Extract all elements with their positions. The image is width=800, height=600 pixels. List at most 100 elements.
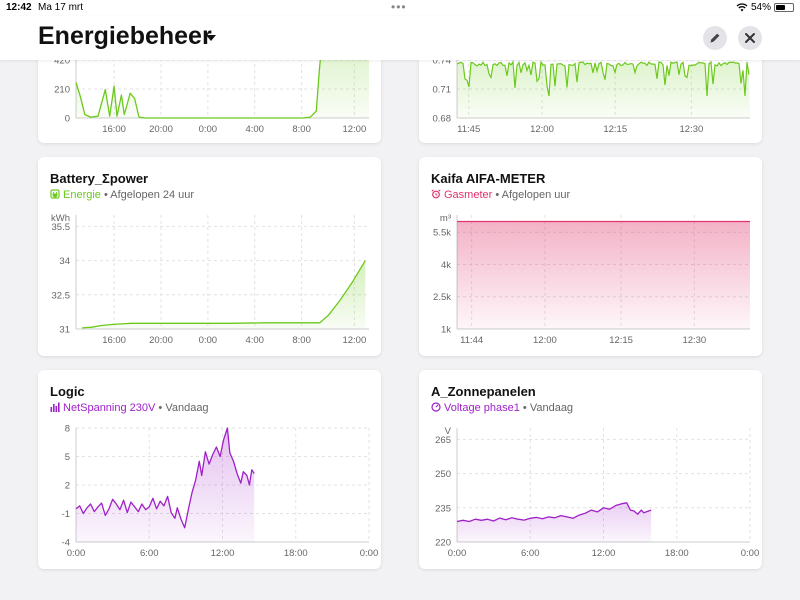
series-area (457, 502, 652, 542)
x-tick-label: 11:44 (460, 335, 483, 346)
x-tick-label: 12:30 (680, 124, 704, 135)
alarm-clock-icon (431, 189, 441, 199)
chart-kaifa: 5.5k 4k 2.5k 1k 11:44 12:00 12:15 12:30 m³ (433, 213, 750, 346)
battery-percentage: 54% (751, 2, 772, 13)
period-label: Afgelopen uur (501, 189, 571, 201)
sensor-name: Gasmeter (444, 189, 493, 201)
chart-top-right: 0.74 0.71 0.68 11:45 12:00 12:15 12:30 (433, 40, 750, 135)
y-tick-label: 1k (441, 325, 451, 336)
x-tick-label: 4:00 (245, 124, 263, 135)
x-tick-label: 18:00 (284, 548, 308, 559)
y-tick-label: 5 (65, 452, 70, 463)
x-tick-label: 0:00 (448, 548, 467, 559)
unit-label: V (445, 426, 452, 437)
x-tick-label: 16:00 (102, 124, 126, 135)
chart-card-kaifa[interactable]: Kaifa AIFA-METER Gasmeter • Afgelopen uu… (419, 157, 762, 356)
gauge-icon (431, 402, 441, 412)
x-tick-label: 6:00 (521, 548, 540, 559)
x-tick-label: 8:00 (292, 124, 311, 135)
y-tick-label: 4k (441, 260, 451, 271)
unit-label: kWh (51, 213, 70, 224)
series-area (82, 260, 366, 329)
x-tick-label: 12:00 (211, 548, 235, 559)
card-title: Logic (50, 384, 85, 399)
status-date: Ma 17 mrt (38, 2, 84, 13)
series-area (457, 62, 750, 118)
signal-bars-icon (50, 402, 60, 412)
y-tick-label: 31 (59, 325, 70, 336)
y-tick-label: 250 (435, 469, 451, 480)
y-tick-label: 420 (54, 56, 70, 67)
series-line (456, 502, 652, 523)
close-icon (745, 33, 755, 43)
x-tick-label: 0:00 (741, 548, 760, 559)
x-tick-label: 4:00 (245, 335, 263, 346)
x-tick-label: 8:00 (292, 335, 311, 346)
x-tick-label: 20:00 (149, 124, 173, 135)
card-title: Kaifa AIFA-METER (431, 171, 546, 186)
y-tick-label: 2 (65, 481, 70, 492)
x-tick-label: 11:45 (457, 124, 480, 135)
pencil-icon (710, 33, 720, 43)
unit-label: m³ (440, 213, 451, 224)
dashboard-header: Energiebeheer (0, 16, 800, 60)
y-tick-label: 34 (59, 256, 70, 267)
status-time: 12:42 (6, 2, 32, 13)
caret-down-icon[interactable] (206, 35, 216, 41)
x-tick-label: 12:30 (682, 335, 706, 346)
period-label: Afgelopen 24 uur (110, 189, 195, 201)
y-tick-label: 210 (54, 85, 70, 96)
x-tick-label: 12:00 (533, 335, 557, 346)
x-tick-label: 12:00 (592, 548, 616, 559)
y-tick-label: 0.71 (433, 85, 452, 96)
x-tick-label: 0:00 (67, 548, 86, 559)
card-subtitle: Energie • Afgelopen 24 uur (50, 189, 194, 201)
edit-button[interactable] (703, 26, 727, 50)
x-tick-label: 12:15 (603, 124, 627, 135)
x-tick-label: 20:00 (149, 335, 173, 346)
y-tick-label: 0 (65, 114, 70, 125)
x-tick-label: 18:00 (665, 548, 689, 559)
card-subtitle: Gasmeter • Afgelopen uur (431, 189, 570, 201)
y-tick-label: 5.5k (433, 228, 451, 239)
chart-card-logic[interactable]: Logic NetSpanning 230V • Vandaag 8 5 2 -1 -4… (38, 370, 381, 569)
battery-icon (774, 3, 794, 12)
plug-icon (50, 189, 60, 199)
x-tick-label: 0:00 (199, 335, 218, 346)
multitasking-dots[interactable]: ••• (391, 0, 407, 14)
y-tick-label: 2.5k (433, 292, 451, 303)
chart-card-battery[interactable]: Battery_Σpower Energie • Afgelopen 24 uu… (38, 157, 381, 356)
chart-logic: 852-1-40:00 6:00 12:00 18:00 0:00 (62, 424, 379, 560)
series-line (75, 40, 324, 119)
series-line (75, 427, 255, 529)
series-line (456, 60, 750, 97)
wifi-icon (736, 3, 748, 12)
period-label: Vandaag (529, 402, 574, 414)
series-line (82, 260, 366, 329)
card-subtitle: Voltage phase1 • Vandaag (431, 402, 573, 414)
x-tick-label: 12:00 (342, 124, 366, 135)
y-tick-label: 0.68 (433, 114, 452, 125)
y-tick-label: 8 (65, 424, 70, 435)
y-tick-label: -1 (62, 509, 70, 520)
y-tick-label: 0.74 (433, 56, 452, 67)
sensor-name: Voltage phase1 (444, 402, 520, 414)
x-tick-label: 0:00 (360, 548, 379, 559)
x-tick-label: 12:15 (609, 335, 633, 346)
card-title: A_Zonnepanelen (431, 384, 536, 399)
card-subtitle: NetSpanning 230V • Vandaag (50, 402, 209, 414)
close-button[interactable] (738, 26, 762, 50)
y-tick-label: 35.5 (52, 222, 71, 233)
period-label: Vandaag (165, 402, 209, 414)
sensor-name: Energie (63, 189, 101, 201)
chart-battery: 35.5 34 32.5 31 16:00 20:00 0:00 4:00 8:00 12:00 k… (51, 213, 369, 346)
y-tick-label: 220 (435, 538, 451, 549)
sensor-name: NetSpanning 230V (63, 402, 156, 414)
chart-card-zonnepanelen[interactable]: A_Zonnepanelen Voltage phase1 • Vandaag … (419, 370, 762, 569)
x-tick-label: 16:00 (102, 335, 126, 346)
dashboard-title[interactable]: Energiebeheer (38, 22, 212, 50)
y-tick-label: -4 (62, 538, 70, 549)
battery-level (776, 5, 785, 10)
y-tick-label: 235 (435, 503, 451, 514)
